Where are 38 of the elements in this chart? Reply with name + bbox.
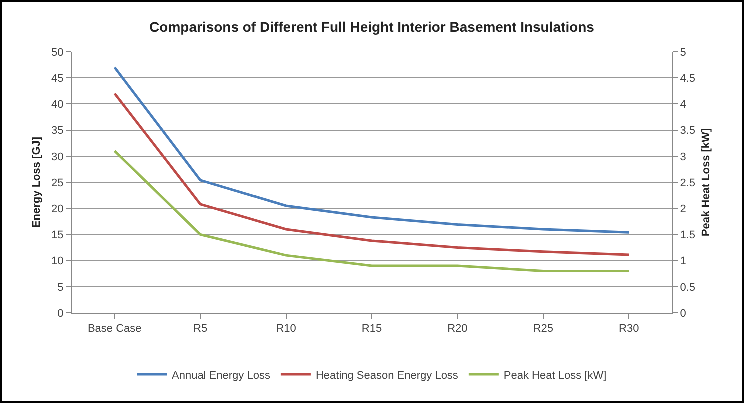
- x-tick-label: R20: [448, 323, 468, 336]
- y2-tick-label: 2: [680, 203, 686, 216]
- y-tick-label: 0: [58, 308, 64, 320]
- x-tick-label: R25: [533, 323, 554, 336]
- y2-tick-label: 5: [680, 46, 686, 59]
- y-tick-label: 15: [52, 230, 64, 242]
- x-tick-label: R10: [276, 323, 296, 336]
- y-tick-label: 25: [52, 177, 64, 190]
- y2-tick-label: 0: [680, 308, 686, 320]
- y2-axis-title: Peak Heat Loss [kW]: [700, 128, 712, 237]
- y-tick-label: 5: [58, 282, 64, 294]
- y2-tick-label: 1: [680, 256, 686, 268]
- y2-tick-label: 4.5: [680, 72, 696, 85]
- y2-tick-label: 1.5: [680, 230, 696, 242]
- legend-label: Annual Energy Loss: [172, 370, 271, 382]
- x-tick-label: R5: [194, 323, 208, 336]
- x-tick-label: R15: [362, 323, 382, 336]
- y2-tick-label: 3: [680, 151, 686, 164]
- line-series: [114, 66, 630, 234]
- y2-tick-label: 2.5: [680, 177, 696, 190]
- y-tick-label: 40: [52, 99, 64, 112]
- y-tick-label: 20: [52, 203, 64, 216]
- y2-tick-label: 4: [680, 99, 686, 112]
- line-series: [114, 92, 630, 256]
- x-tick-label: R30: [619, 323, 640, 336]
- y-tick-label: 35: [52, 125, 64, 138]
- y2-tick-label: 0.5: [680, 282, 696, 294]
- x-tick-label: Base Case: [88, 323, 142, 336]
- y-tick-label: 30: [52, 151, 64, 164]
- chart-title: Comparisons of Different Full Height Interior Basement Insulations: [150, 18, 595, 35]
- line-series: [114, 150, 630, 272]
- y-tick-label: 45: [52, 72, 64, 85]
- legend-label: Peak Heat Loss [kW]: [504, 370, 607, 382]
- y-tick-label: 50: [52, 46, 64, 59]
- y-axis-title: Energy Loss [GJ]: [31, 136, 43, 228]
- legend-label: Heating Season Energy Loss: [316, 370, 459, 382]
- y-tick-label: 10: [52, 256, 64, 268]
- y2-tick-label: 3.5: [680, 125, 696, 138]
